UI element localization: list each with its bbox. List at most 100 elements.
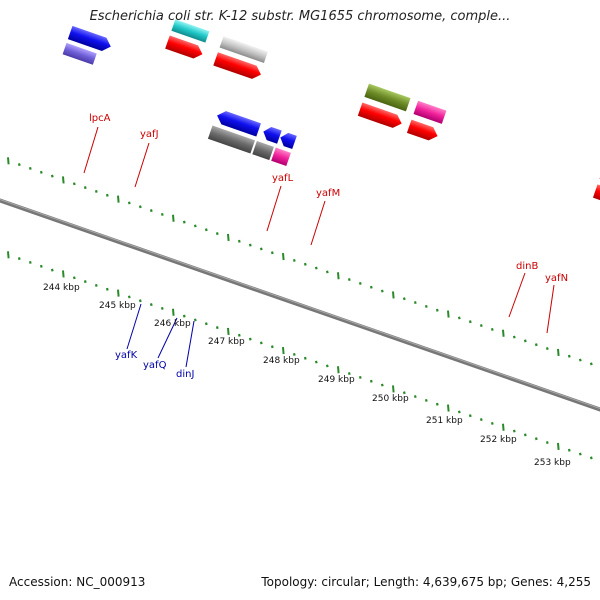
gene-label-dinj[interactable]: dinJ [176, 369, 194, 380]
minor-tick [402, 391, 406, 395]
reverse-gene-labels: yafK yafQ dinJ [115, 303, 195, 380]
kbp-label-248: 248 kbp [263, 356, 300, 366]
minor-tick [270, 251, 274, 255]
minor-tick [512, 429, 516, 433]
cds-block-yafq[interactable] [252, 140, 274, 161]
minor-tick [534, 437, 538, 441]
minor-tick [545, 441, 549, 445]
kbp-scale-labels: 244 kbp 245 kbp 246 kbp 247 kbp 248 kbp … [43, 283, 571, 468]
minor-tick [578, 452, 582, 456]
minor-tick [105, 287, 109, 291]
minor-tick [457, 316, 461, 320]
cds-block-dinb[interactable] [592, 184, 600, 218]
minor-tick [248, 243, 252, 247]
minor-tick [468, 414, 472, 418]
minor-tick [270, 345, 274, 349]
minor-tick [435, 402, 439, 406]
major-tick [337, 272, 340, 280]
gene-block-yafj[interactable] [219, 36, 268, 63]
minor-tick [72, 276, 76, 280]
minor-tick [160, 306, 164, 310]
cds-block-dinj[interactable] [271, 147, 291, 167]
major-tick [447, 310, 450, 318]
minor-tick [578, 358, 582, 362]
minor-tick [160, 212, 164, 216]
gene-label-yafn[interactable]: yafN [545, 273, 568, 284]
minor-tick [490, 421, 494, 425]
kbp-label-253: 253 kbp [534, 458, 571, 468]
forward-gene-labels: lpcA yafJ yafL yafM dinB yafN [83, 113, 568, 334]
minor-tick [149, 209, 153, 213]
minor-tick [545, 347, 549, 351]
minor-tick [50, 174, 54, 178]
minor-tick [17, 163, 21, 167]
minor-tick [259, 341, 263, 345]
major-tick [62, 176, 65, 184]
minor-tick [292, 258, 296, 262]
major-tick [502, 329, 505, 337]
minor-tick [259, 247, 263, 251]
minor-tick [468, 320, 472, 324]
gene-block-dinj[interactable] [278, 131, 297, 150]
gene-label-yafj[interactable]: yafJ [140, 129, 159, 140]
major-tick [447, 404, 450, 412]
gene-block-purple-left[interactable] [62, 42, 97, 65]
cds-block-yafm[interactable] [406, 119, 440, 143]
kbp-label-249: 249 kbp [318, 375, 355, 385]
cds-block-yafl[interactable] [357, 102, 404, 131]
minor-tick [94, 283, 98, 287]
minor-tick [182, 220, 186, 224]
gene-block-yafq[interactable] [261, 125, 282, 144]
minor-tick [380, 383, 384, 387]
cds-block-yafk[interactable] [207, 125, 256, 154]
major-tick [282, 253, 285, 261]
gene-label-yafm[interactable]: yafM [316, 188, 340, 199]
minor-tick [292, 352, 296, 356]
minor-tick [303, 262, 307, 266]
chromosome-backbone [0, 198, 600, 412]
minor-tick [413, 395, 417, 399]
gene-label-yafl[interactable]: yafL [272, 173, 294, 184]
kbp-label-246: 246 kbp [154, 319, 191, 329]
minor-tick [138, 205, 142, 209]
accession-info: Accession: NC_000913 [9, 575, 146, 589]
minor-tick [204, 322, 208, 326]
minor-tick [325, 364, 329, 368]
gene-label-yafq[interactable]: yafQ [143, 360, 167, 371]
gene-block-yafm[interactable] [413, 100, 447, 124]
minor-tick [28, 260, 32, 264]
major-tick [392, 385, 395, 393]
major-tick [117, 195, 120, 203]
topology-info: Topology: circular; Length: 4,639,675 bp… [261, 575, 591, 589]
major-tick [172, 214, 175, 222]
minor-tick [512, 335, 516, 339]
gene-block-yafk[interactable] [215, 109, 261, 137]
minor-tick [424, 304, 428, 308]
minor-tick [138, 299, 142, 303]
major-tick [117, 289, 120, 297]
cds-block-yafj[interactable] [213, 52, 263, 81]
minor-tick [314, 360, 318, 364]
gene-block-lpca[interactable] [171, 19, 210, 43]
gene-label-dinb[interactable]: dinB [516, 261, 538, 272]
minor-tick [39, 170, 43, 174]
kbp-label-244: 244 kbp [43, 283, 80, 293]
major-tick [557, 442, 560, 450]
kbp-label-250: 250 kbp [372, 394, 409, 404]
minor-tick [413, 301, 417, 305]
major-tick [557, 348, 560, 356]
gene-block-blue-left[interactable] [67, 25, 113, 53]
outer-tick-ring [7, 157, 593, 366]
gene-blocks[interactable] [52, 0, 600, 309]
gene-label-lpca[interactable]: lpcA [89, 113, 111, 124]
gene-block-yafl[interactable] [364, 83, 411, 112]
minor-tick [457, 410, 461, 414]
minor-tick [424, 398, 428, 402]
minor-tick [248, 337, 252, 341]
cds-block-lpca[interactable] [165, 35, 205, 60]
gene-label-yafk[interactable]: yafK [115, 350, 138, 361]
minor-tick [94, 189, 98, 193]
kbp-label-251: 251 kbp [426, 416, 463, 426]
minor-tick [314, 266, 318, 270]
